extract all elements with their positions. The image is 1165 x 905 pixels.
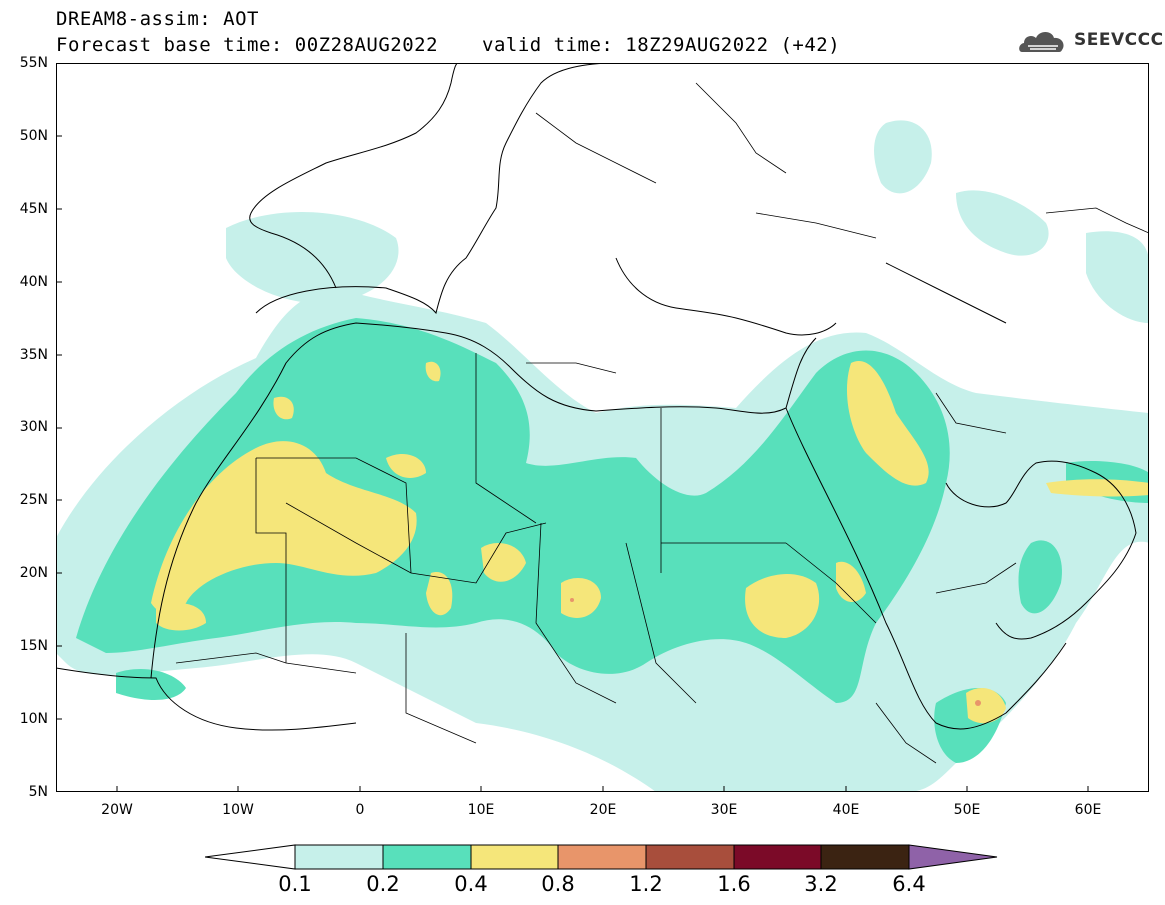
lat-label: 45N — [19, 201, 48, 217]
colorbar-bin — [820, 844, 910, 870]
colorbar-bin — [470, 844, 559, 870]
lon-label: 20W — [101, 802, 133, 818]
lon-label: 10E — [467, 802, 495, 818]
colorbar-bin — [382, 844, 472, 870]
colorbar-above — [908, 844, 998, 870]
lat-label: 25N — [19, 492, 48, 508]
logo-text: SEEVCCC — [1074, 30, 1164, 50]
lat-label: 5N — [28, 784, 48, 800]
coastlines — [56, 63, 1137, 731]
colorbar-label: 6.4 — [892, 872, 926, 896]
lat-label: 35N — [19, 347, 48, 363]
lat-label: 40N — [19, 274, 48, 290]
valid-time: valid time: 18Z29AUG2022 (+42) — [482, 34, 841, 56]
aot-level-0.4 — [151, 361, 1149, 724]
country-borders — [175, 82, 1149, 764]
colorbar-label: 0.2 — [366, 872, 400, 896]
colorbar-label: 0.8 — [541, 872, 575, 896]
colorbar — [205, 844, 998, 870]
lat-label: 50N — [19, 128, 48, 144]
axis-ticks — [56, 135, 1089, 792]
colorbar-label: 3.2 — [804, 872, 838, 896]
lat-label: 10N — [19, 711, 48, 727]
lon-label: 20E — [589, 802, 617, 818]
lat-label: 20N — [19, 565, 48, 581]
colorbar-label: 0.1 — [278, 872, 312, 896]
lat-label: 15N — [19, 638, 48, 654]
lon-label: 40E — [832, 802, 860, 818]
lon-label: 30E — [710, 802, 738, 818]
lon-label: 60E — [1074, 802, 1102, 818]
lat-label: 55N — [19, 55, 48, 71]
forecast-base-time: Forecast base time: 00Z28AUG2022 — [56, 34, 439, 56]
lon-label: 0 — [355, 802, 365, 818]
colorbar-bin — [733, 844, 822, 870]
colorbar-label: 1.2 — [629, 872, 663, 896]
cloud-logo-icon — [1019, 32, 1064, 52]
colorbar-label: 0.4 — [454, 872, 488, 896]
lon-label: 50E — [953, 802, 981, 818]
aot-map — [56, 63, 1149, 792]
aot-level-0.8 — [570, 598, 981, 706]
colorbar-label: 1.6 — [717, 872, 751, 896]
colorbar-bin — [645, 844, 735, 870]
map-title: DREAM8-assim: AOT — [56, 8, 259, 30]
lat-label: 30N — [19, 419, 48, 435]
colorbar-bin — [557, 844, 647, 870]
lon-label: 10W — [222, 802, 254, 818]
colorbar-below — [205, 844, 296, 870]
colorbar-bin — [294, 844, 384, 870]
